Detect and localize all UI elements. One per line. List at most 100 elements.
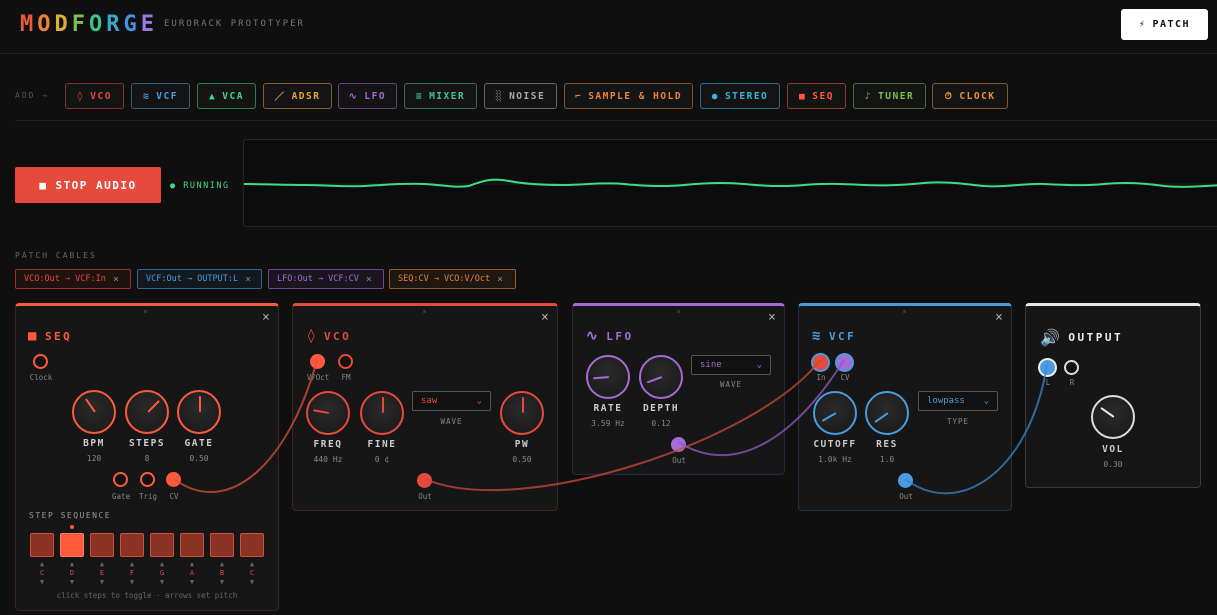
clock-icon: ⏱ [944, 90, 954, 102]
vco-voct-jack[interactable] [310, 354, 325, 369]
brand-letter: G [123, 12, 141, 37]
vcf-cv-jack[interactable] [837, 355, 852, 370]
pitch-up-button[interactable]: ▲ [189, 560, 195, 568]
seq-clock-jack[interactable] [33, 354, 48, 369]
pitch-down-button[interactable]: ▼ [249, 578, 255, 586]
remove-cable-button[interactable]: × [112, 273, 119, 285]
step-button[interactable] [210, 533, 234, 557]
knob-indicator [592, 376, 610, 380]
seq-bpm-knob[interactable] [72, 390, 116, 434]
stop-audio-button[interactable]: ■ STOP AUDIO [15, 167, 161, 203]
pitch-down-button[interactable]: ▼ [99, 578, 105, 586]
seq-title: ■ SEQ [28, 328, 72, 344]
vcf-title: ≋ VCF [812, 328, 856, 344]
cable-chip-label: SEQ:CV → VCO:V/Oct [398, 274, 491, 284]
step-button[interactable] [180, 533, 204, 557]
add-sample-hold-button[interactable]: ⌐ SAMPLE & HOLD [564, 83, 693, 109]
pitch-down-button[interactable]: ▼ [189, 578, 195, 586]
step-button[interactable] [150, 533, 174, 557]
step-button[interactable] [120, 533, 144, 557]
pitch-down-button[interactable]: ▼ [159, 578, 165, 586]
vco-out-jack[interactable] [417, 473, 432, 488]
add-tuner-button[interactable]: ♪ TUNER [853, 83, 926, 109]
add-button-label: ADSR [291, 90, 321, 102]
pitch-up-button[interactable]: ▲ [39, 560, 45, 568]
pitch-down-button[interactable]: ▼ [129, 578, 135, 586]
lfo-out-jack[interactable] [671, 437, 686, 452]
vol-knob[interactable] [1091, 395, 1135, 439]
vco-pw-knob[interactable] [500, 391, 544, 435]
step-button[interactable] [240, 533, 264, 557]
chevron-down-icon: ⌄ [756, 360, 762, 370]
add-stereo-button[interactable]: ● STEREO [700, 83, 780, 109]
vco-fine-knob[interactable] [360, 391, 404, 435]
add-seq-button[interactable]: ■ SEQ [787, 83, 846, 109]
vcf-out-jack[interactable] [898, 473, 913, 488]
vco-freq-knob[interactable] [306, 391, 350, 435]
vcf-close-button[interactable]: × [995, 310, 1003, 325]
pitch-up-button[interactable]: ▲ [69, 560, 75, 568]
add-adsr-button[interactable]: ／ ADSR [263, 83, 332, 109]
vcf-cutoff-knob[interactable] [813, 391, 857, 435]
seq-steps-knob[interactable] [125, 390, 169, 434]
cable-chip-label: VCF:Out → OUTPUT:L [146, 274, 239, 284]
pitch-up-button[interactable]: ▲ [159, 560, 165, 568]
seq-gate-knob[interactable] [177, 390, 221, 434]
seq-trig-jack[interactable] [140, 472, 155, 487]
output-module: 🔊 OUTPUT L R VOL 0.30 [1025, 303, 1201, 488]
pitch-down-button[interactable]: ▼ [39, 578, 45, 586]
lfo-wave-select[interactable]: sine ⌄ [691, 355, 771, 375]
seq-cv-jack[interactable] [166, 472, 181, 487]
step-button[interactable] [30, 533, 54, 557]
vcf-title-text: VCF [828, 329, 857, 343]
add-vco-button[interactable]: ◊ VCO [65, 83, 124, 109]
pitch-down-button[interactable]: ▼ [69, 578, 75, 586]
step-note-label: C [249, 569, 255, 577]
vco-wave-label: WAVE [440, 417, 463, 426]
vco-title-text: VCO [323, 329, 352, 343]
vcf-in-jack[interactable] [813, 355, 828, 370]
sine-wave-icon: ∿ [586, 328, 601, 344]
add-button-label: MIXER [429, 90, 466, 102]
brand-letter: O [37, 12, 55, 37]
lfo-depth-knob[interactable] [639, 355, 683, 399]
seq-close-button[interactable]: × [262, 310, 270, 325]
vcf-res-knob[interactable] [865, 391, 909, 435]
vco-module: ◊ VCO × V/Oct FM FREQ 440 Hz FINE 0 ¢ PW 0.50… [292, 303, 558, 511]
add-noise-button[interactable]: ░ NOISE [484, 83, 557, 109]
vcf-module: ≋ VCF × In CV CUTOFF 1.0k Hz RES 1.0 lowpas… [798, 303, 1012, 511]
lfo-rate-knob[interactable] [586, 355, 630, 399]
step-button[interactable] [90, 533, 114, 557]
pitch-up-button[interactable]: ▲ [219, 560, 225, 568]
remove-cable-button[interactable]: × [497, 273, 504, 285]
vco-close-button[interactable]: × [541, 310, 549, 325]
noise-icon: ░ [495, 90, 504, 102]
pitch-up-button[interactable]: ▲ [249, 560, 255, 568]
add-clock-button[interactable]: ⏱ CLOCK [932, 83, 1008, 109]
brand-letter: O [89, 12, 107, 37]
add-mixer-button[interactable]: ≡ MIXER [404, 83, 477, 109]
pitch-down-button[interactable]: ▼ [219, 578, 225, 586]
remove-cable-button[interactable]: × [245, 273, 252, 285]
add-lfo-button[interactable]: ∿ LFO [338, 83, 397, 109]
output-r-jack[interactable] [1064, 360, 1079, 375]
seq-gate-jack[interactable] [113, 472, 128, 487]
knob-indicator [522, 397, 524, 413]
pitch-up-button[interactable]: ▲ [99, 560, 105, 568]
step-button[interactable] [60, 533, 84, 557]
lfo-close-button[interactable]: × [768, 310, 776, 325]
remove-cable-button[interactable]: × [365, 273, 372, 285]
output-l-label: L [1045, 378, 1051, 387]
knob-indicator [147, 399, 161, 413]
vco-fm-jack[interactable] [338, 354, 353, 369]
pitch-up-button[interactable]: ▲ [129, 560, 135, 568]
vcf-type-select[interactable]: lowpass ⌄ [918, 391, 998, 411]
add-vcf-button[interactable]: ≋ VCF [131, 83, 190, 109]
seq-gate-value: 0.50 [189, 454, 209, 463]
output-l-jack[interactable] [1040, 360, 1055, 375]
patch-button[interactable]: ⚡ PATCH [1121, 9, 1208, 40]
add-vca-button[interactable]: ▲ VCA [197, 83, 256, 109]
vco-wave-select[interactable]: saw ⌄ [412, 391, 491, 411]
knob-indicator [199, 396, 201, 412]
patch-cable-chip: LFO:Out → VCF:CV × [268, 269, 384, 289]
